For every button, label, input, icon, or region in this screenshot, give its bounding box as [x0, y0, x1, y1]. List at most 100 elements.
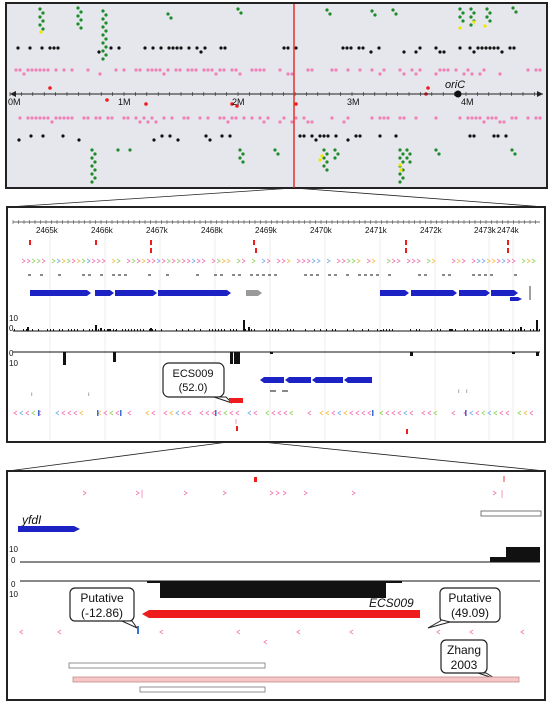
genome-feature-dot — [266, 116, 270, 120]
coverage-forward-bar — [108, 329, 110, 331]
region-chevron — [96, 258, 101, 264]
coverage-forward-bar — [440, 329, 441, 331]
region-chevron — [341, 258, 346, 264]
region-chevron — [81, 258, 86, 264]
region-chevron — [91, 258, 96, 264]
coverage-reverse-bar — [270, 352, 273, 354]
genome-feature-dot — [508, 46, 512, 50]
genome-feature-dot — [146, 68, 150, 72]
coverage-forward-bar — [536, 329, 537, 331]
region-chevron-reverse — [487, 410, 492, 416]
coverage-forward-bar — [245, 329, 246, 331]
genome-feature-dot — [302, 134, 306, 138]
genome-feature-dot — [187, 46, 191, 50]
region-chevron-reverse — [307, 410, 312, 416]
genome-feature-dot — [369, 50, 373, 54]
region-chevron — [61, 258, 66, 264]
genome-feature-dot — [426, 86, 430, 90]
genome-feature-dot — [262, 68, 266, 72]
genome-feature-dot — [94, 116, 98, 120]
coverage-forward-bar — [251, 329, 252, 331]
region-chevron — [221, 258, 226, 264]
genome-feature-dot — [38, 23, 42, 27]
region-chevron-reverse — [205, 410, 210, 416]
genome-feature-dot — [22, 72, 26, 76]
genome-feature-dot — [241, 160, 245, 164]
genome-feature-dot — [370, 116, 374, 120]
region-tick-2471k: 2471k — [365, 226, 388, 235]
coverage-forward-bar — [230, 329, 231, 331]
genome-feature-dot — [472, 20, 476, 24]
region-chevron-reverse — [433, 410, 438, 416]
genome-feature-dot — [128, 148, 132, 152]
genome-feature-dot — [254, 68, 258, 72]
region-chevron-reverse — [187, 410, 192, 416]
genome-feature-dot — [494, 116, 498, 120]
genome-feature-dot — [90, 164, 94, 168]
genome-feature-dot — [79, 10, 83, 14]
region-chevron-reverse — [283, 410, 288, 416]
genome-feature-dot — [394, 12, 398, 16]
genome-feature-dot — [334, 68, 338, 72]
genome-feature-dot — [461, 11, 465, 15]
ecs009-srna-label: ECS009 — [369, 596, 414, 610]
genome-feature-dot — [101, 49, 105, 53]
genome-feature-dot — [42, 116, 46, 120]
coverage-forward-bar — [485, 329, 486, 331]
region-chevron — [146, 258, 151, 264]
genome-feature-dot — [38, 7, 42, 11]
coverage-reverse-bar — [536, 352, 539, 356]
genome-feature-dot — [199, 50, 203, 54]
genome-feature-dot — [52, 46, 56, 50]
genome-feature-dot — [286, 46, 290, 50]
genome-feature-dot — [110, 116, 114, 120]
open-feature-bar — [139, 686, 266, 693]
coverage-forward-bar — [74, 329, 75, 331]
genome-feature-dot — [414, 50, 418, 54]
region-chevron-reverse — [475, 410, 480, 416]
gene-arrow-reverse — [285, 377, 311, 383]
region-chevron — [241, 258, 246, 264]
region-chevron — [36, 258, 41, 264]
zoom-chevron — [82, 490, 87, 496]
genome-feature-dot — [104, 21, 108, 25]
genome-feature-dot — [442, 50, 446, 54]
region-small-glyph: ı — [88, 392, 90, 398]
genome-feature-dot — [486, 116, 490, 120]
genome-feature-dot — [18, 116, 22, 120]
coverage-forward-bar — [140, 329, 141, 331]
genome-feature-dot — [104, 37, 108, 41]
region-chevron — [506, 258, 511, 264]
region-chevron-reverse — [499, 410, 504, 416]
gene-arrow — [30, 290, 91, 296]
region-chevron — [486, 258, 491, 264]
genome-feature-dot — [398, 172, 402, 176]
region-chevron — [236, 258, 241, 264]
region-chevron-reverse — [229, 410, 234, 416]
region-red-mark — [253, 240, 255, 245]
genome-feature-dot — [76, 14, 80, 18]
genome-feature-dot — [398, 156, 402, 160]
genome-feature-dot — [482, 68, 486, 72]
region-chevron — [306, 258, 311, 264]
genome-feature-dot — [210, 68, 214, 72]
coverage-forward-bar — [518, 329, 519, 331]
genome-feature-dot — [418, 68, 422, 72]
region-tick-2467k: 2467k — [146, 226, 169, 235]
genome-feature-dot — [336, 152, 340, 156]
zoom-line-right-2 — [261, 441, 546, 472]
coverage-forward-bar — [254, 329, 255, 331]
coverage-forward-bar — [521, 329, 522, 331]
genome-feature-dot — [346, 116, 350, 120]
genome-feature-dot — [476, 46, 480, 50]
genome-feature-dot — [314, 138, 318, 142]
region-chevron-reverse — [25, 410, 30, 416]
genome-feature-dot — [405, 148, 409, 152]
coverage-forward-bar — [243, 320, 245, 331]
coverage-forward-bar — [536, 320, 538, 331]
genome-feature-dot — [398, 163, 402, 167]
coverage-forward-bar — [23, 329, 24, 331]
coverage-forward-bar — [530, 329, 531, 331]
genome-feature-dot — [230, 68, 234, 72]
coverage-forward-bar — [389, 329, 390, 331]
